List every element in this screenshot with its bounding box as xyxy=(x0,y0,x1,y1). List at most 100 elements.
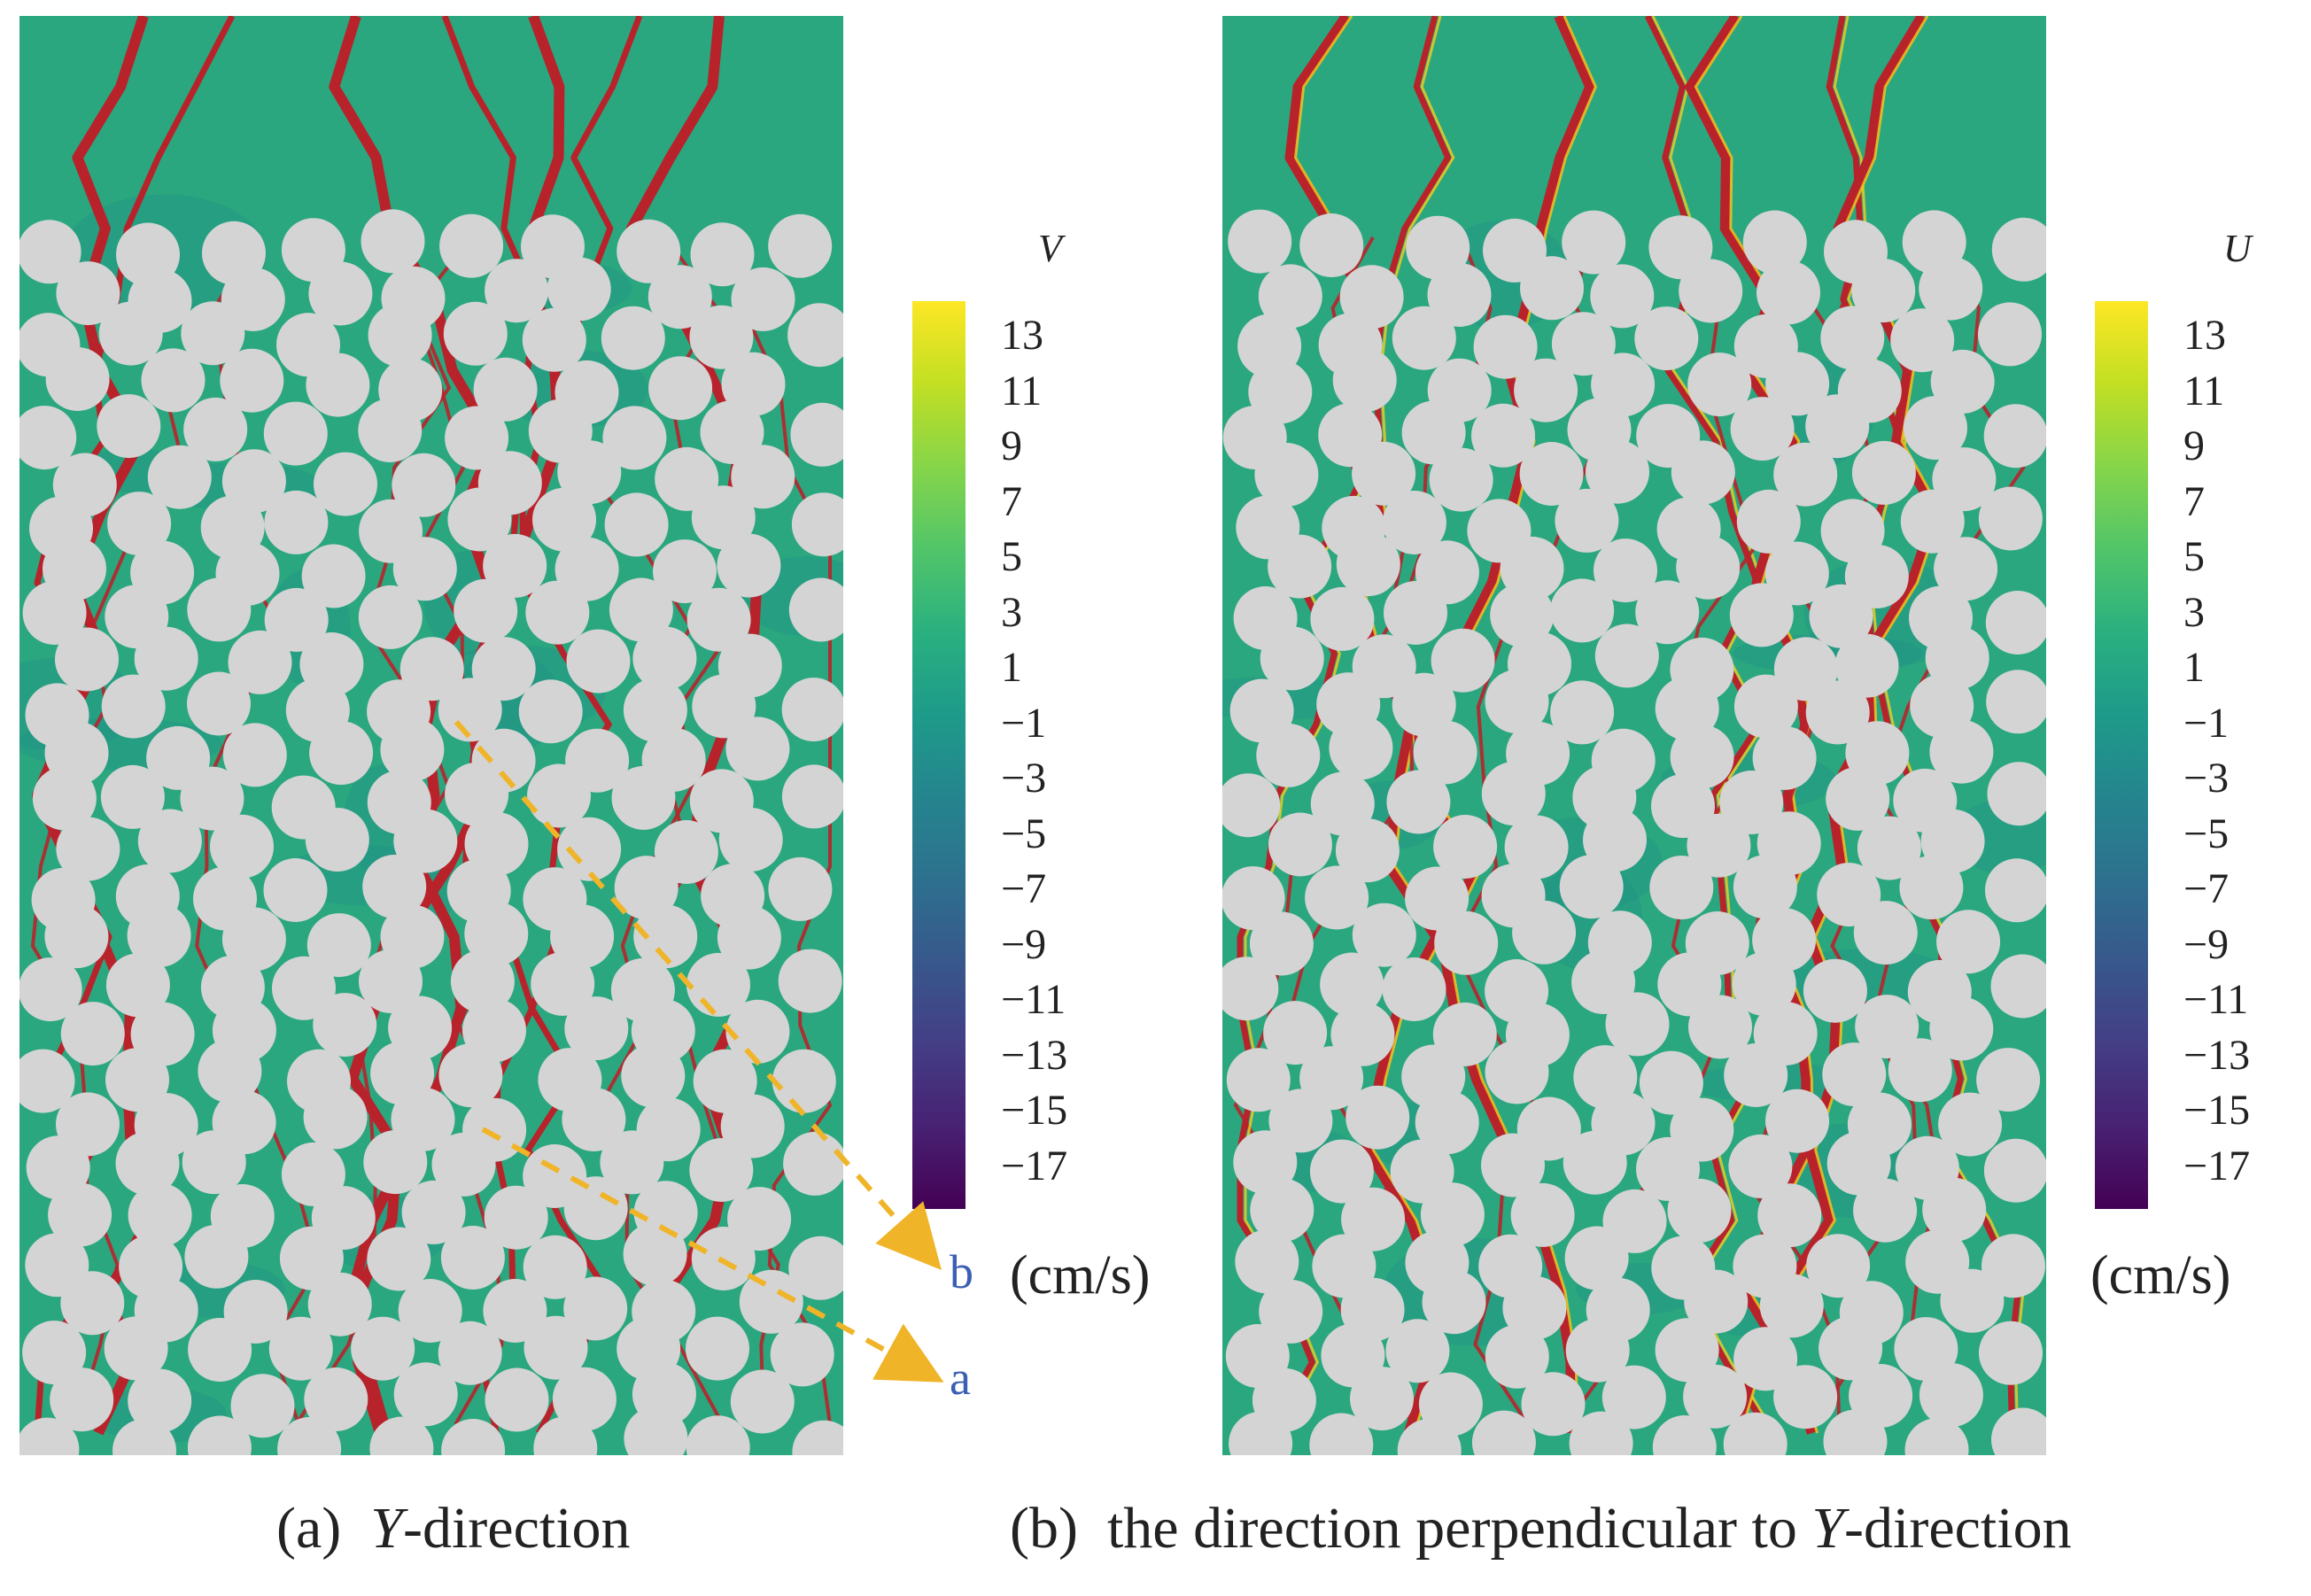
particle xyxy=(1683,1364,1748,1429)
particle xyxy=(1671,440,1735,505)
particle xyxy=(533,1416,598,1455)
particle xyxy=(1904,396,1967,461)
particle xyxy=(309,721,374,786)
particle xyxy=(718,808,783,872)
particle xyxy=(648,356,713,421)
particle xyxy=(1765,1089,1829,1153)
particle xyxy=(279,1226,344,1290)
particle xyxy=(725,717,790,781)
particle xyxy=(1397,1418,1462,1455)
colorbar-tick: −3 xyxy=(2183,755,2230,802)
particle xyxy=(272,956,336,1020)
particle xyxy=(1471,1410,1536,1455)
colorbar-tick: 9 xyxy=(1001,422,1022,469)
particle xyxy=(1305,865,1369,930)
colorbar-tick: 1 xyxy=(1001,644,1022,691)
particle xyxy=(44,904,109,969)
particle xyxy=(1249,911,1314,976)
particle xyxy=(128,1368,192,1433)
particle xyxy=(768,213,833,278)
particle xyxy=(188,1318,252,1382)
particle xyxy=(1922,1177,1987,1242)
particle xyxy=(443,301,508,366)
colorbar-tick: 13 xyxy=(1001,312,1043,359)
particle xyxy=(1855,995,1919,1059)
particle xyxy=(187,1415,252,1455)
particle xyxy=(1590,264,1655,329)
colorbar-u-label: U xyxy=(2223,227,2252,270)
particle xyxy=(1382,491,1446,554)
particle xyxy=(1819,1316,1883,1381)
particle xyxy=(441,1419,506,1455)
particle xyxy=(19,1049,75,1113)
particle xyxy=(485,1367,549,1432)
particle xyxy=(566,629,631,693)
particle xyxy=(1986,670,2046,734)
particle xyxy=(483,533,547,598)
particle xyxy=(787,303,843,368)
colorbar-tick: −13 xyxy=(1001,1031,1068,1079)
particle xyxy=(1222,957,1279,1021)
particle xyxy=(1420,1182,1485,1247)
particle xyxy=(1822,1042,1887,1107)
particle xyxy=(1336,532,1400,597)
particle xyxy=(1826,1131,1891,1196)
particle xyxy=(1222,773,1281,838)
particle xyxy=(55,627,119,692)
particle xyxy=(1930,349,1995,414)
particle xyxy=(393,809,458,873)
particle xyxy=(1773,442,1838,507)
particle xyxy=(19,1417,80,1455)
particle xyxy=(187,577,252,642)
particle xyxy=(182,1130,246,1195)
particle xyxy=(1805,394,1870,459)
particle xyxy=(1733,855,1797,919)
particle xyxy=(604,492,669,557)
particle xyxy=(1676,535,1741,600)
particle xyxy=(1514,358,1578,422)
particle xyxy=(653,539,717,604)
particle xyxy=(1983,404,2046,469)
particle xyxy=(1635,580,1700,645)
particle xyxy=(392,453,456,517)
colorbar-tick: −1 xyxy=(2183,699,2230,747)
particle xyxy=(1925,625,1989,690)
streamline-highlight xyxy=(1244,16,1455,1434)
particle xyxy=(1728,1134,1793,1198)
particle xyxy=(268,1316,333,1381)
particle xyxy=(1900,489,1965,554)
particle xyxy=(100,764,165,829)
particle xyxy=(1851,259,1916,323)
particle xyxy=(691,1227,756,1290)
particle xyxy=(264,587,329,652)
particle xyxy=(1339,265,1404,329)
colorbar-tick: 7 xyxy=(1001,477,1022,525)
colorbar-tick: −15 xyxy=(2183,1087,2251,1134)
particle xyxy=(1736,489,1801,554)
colorbar-tick: −7 xyxy=(2183,865,2230,912)
particle xyxy=(1853,901,1918,965)
particle xyxy=(1415,1090,1479,1155)
particle xyxy=(56,817,120,881)
colorbar-tick: 11 xyxy=(1001,367,1043,414)
particle xyxy=(1733,1327,1798,1391)
particle xyxy=(1352,441,1416,506)
particle xyxy=(532,487,596,552)
particle xyxy=(1226,1048,1291,1112)
particle xyxy=(1851,440,1916,505)
particle xyxy=(367,1227,431,1291)
particle xyxy=(1565,1318,1630,1383)
colorbar-u xyxy=(2095,301,2148,1209)
particle xyxy=(401,1180,466,1244)
particle xyxy=(1350,1367,1414,1431)
particle xyxy=(1310,586,1375,651)
particle xyxy=(721,352,786,416)
particle xyxy=(1586,439,1649,504)
particle xyxy=(522,307,586,372)
particle xyxy=(1639,1050,1703,1115)
particle xyxy=(105,953,170,1018)
particle xyxy=(1504,815,1569,879)
particle xyxy=(1502,1275,1567,1340)
particle xyxy=(1655,677,1719,740)
particle xyxy=(1765,352,1830,416)
